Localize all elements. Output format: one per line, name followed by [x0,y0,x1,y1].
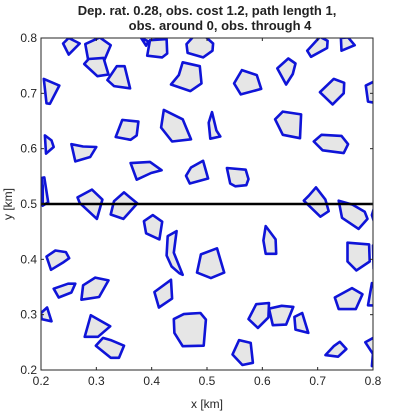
obstacle-polygon [267,304,295,327]
obstacle-polygon [70,142,98,163]
x-tick-label: 0.2 [33,374,50,388]
y-tick-label: 0.6 [20,142,37,156]
y-tick-label: 0.8 [20,31,37,45]
obstacle-polygon [41,306,53,323]
chart-title-line-1: Dep. rat. 0.28, obs. cost 1.2, path leng… [78,3,337,18]
obstacle-polygon [366,281,373,307]
x-tick-label: 0.5 [199,374,216,388]
obstacle-polygon [165,229,184,277]
y-tick-label: 0.7 [20,86,37,100]
x-tick-label: 0.3 [88,374,105,388]
obstacle-polygon [207,110,222,140]
x-ticks: 0.2 0.3 0.4 0.5 0.6 0.7 0.8 [33,38,382,388]
obstacle-polygon [324,340,348,359]
y-tick-label: 0.4 [20,252,37,266]
obstacle-polygon [337,199,369,231]
obstacle-polygon [225,166,250,188]
obstacle-polygon [129,160,163,181]
obstacle-polygon [83,313,112,339]
x-tick-label: 0.6 [254,374,271,388]
obstacles-layer [41,38,373,368]
obstacle-polygon [82,56,110,78]
obstacle-polygon [302,186,331,218]
obstacle-polygon [142,213,164,241]
obstacle-polygon [172,311,208,348]
x-tick-label: 0.4 [143,374,160,388]
obstacle-polygon [333,286,364,311]
obstacle-polygon [106,64,132,90]
obstacle-polygon [94,336,126,360]
obstacle-polygon [339,38,357,53]
obstacle-polygon [153,278,174,309]
obstacle-polygon [184,159,210,185]
obstacle-polygon [45,249,71,272]
obstacle-polygon [145,38,169,59]
obstacle-polygon [364,80,373,104]
y-axis-label: y [km] [1,188,15,220]
y-ticks: 0.2 0.3 0.4 0.5 0.6 0.7 0.8 [20,31,373,377]
obstacle-polygon [43,134,56,155]
x-axis-label: x [km] [191,397,223,411]
obstacle-polygon [273,110,303,140]
chart-title-line-2: obs. around 0, obs. through 4 [129,18,312,33]
x-tick-label: 0.7 [309,374,326,388]
obstacle-polygon [318,77,346,106]
y-tick-label: 0.5 [20,197,37,211]
obstacle-polygon [80,276,110,302]
obstacle-polygon [363,336,373,356]
obstacle-polygon [247,301,271,330]
obstacle-polygon [52,282,77,299]
obstacle-polygon [275,57,297,86]
obstacle-polygon [185,38,215,59]
obstacle-polygon [139,38,150,48]
obstacle-polygon [346,241,372,272]
x-tick-label: 0.8 [365,374,382,388]
obstacle-polygon [195,247,226,280]
obstacle-polygon [312,133,350,155]
obstacle-polygon [169,60,203,93]
obstacle-polygon [232,68,263,96]
obstacle-polygon [262,224,278,256]
obstacle-polygon [42,77,61,106]
obstacle-polygon [293,311,310,335]
obstacle-polygon [159,108,193,143]
y-tick-label: 0.2 [20,363,37,377]
y-tick-label: 0.3 [20,308,37,322]
obstacle-polygon [231,338,255,367]
obstacle-polygon [41,176,50,207]
obstacle-polygon [61,38,81,56]
obstacle-polygon [114,118,140,142]
